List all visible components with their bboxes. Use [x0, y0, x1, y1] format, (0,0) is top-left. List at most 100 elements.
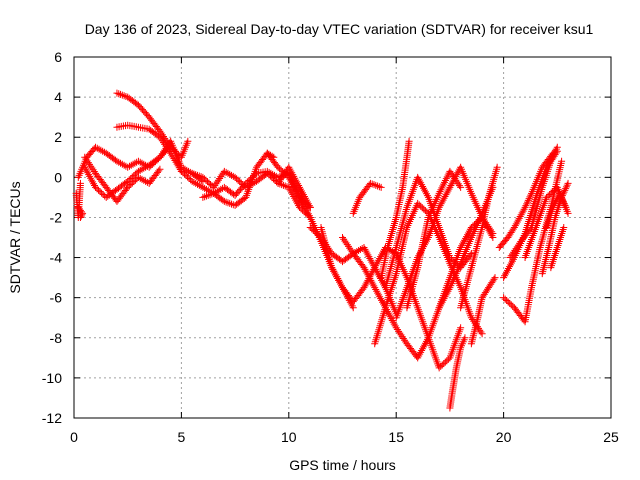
- data-point: [390, 320, 398, 328]
- data-point: [90, 180, 98, 188]
- data-point: [85, 171, 93, 179]
- data-point: [287, 187, 295, 195]
- data-point: [365, 253, 373, 261]
- data-point: [138, 159, 146, 167]
- y-tick-label: 6: [54, 49, 62, 65]
- data-point: [299, 191, 307, 199]
- data-point: [265, 168, 273, 176]
- data-point: [436, 302, 444, 310]
- data-point: [523, 198, 531, 206]
- data-point: [444, 287, 452, 295]
- data-point: [192, 179, 200, 187]
- data-point: [274, 179, 282, 187]
- data-point: [204, 191, 212, 199]
- data-point: [155, 167, 163, 175]
- data-point: [131, 159, 139, 167]
- data-point: [127, 161, 135, 169]
- data-point: [81, 153, 89, 161]
- data-point: [86, 160, 94, 168]
- data-point: [457, 183, 465, 191]
- data-point: [478, 330, 486, 338]
- data-point: [517, 211, 525, 219]
- data-point: [306, 203, 314, 211]
- data-point: [180, 170, 188, 178]
- data-point: [292, 196, 300, 204]
- data-point: [297, 195, 305, 203]
- data-point: [77, 212, 85, 220]
- data-point: [293, 188, 301, 196]
- x-tick-label: 5: [178, 429, 186, 445]
- data-point: [443, 289, 451, 297]
- data-point: [297, 205, 305, 213]
- data-point: [124, 177, 132, 185]
- data-point: [250, 172, 258, 180]
- data-point: [560, 188, 568, 196]
- data-point: [423, 336, 431, 344]
- data-point: [99, 147, 107, 155]
- data-point: [115, 90, 123, 98]
- data-point: [560, 200, 568, 208]
- data-point: [224, 199, 232, 207]
- data-point: [502, 270, 510, 278]
- series-track-p: [403, 167, 465, 312]
- data-point: [515, 214, 523, 222]
- data-point: [91, 183, 99, 191]
- data-point: [293, 198, 301, 206]
- series-track-e: [81, 141, 175, 201]
- data-point: [117, 90, 125, 98]
- data-point: [484, 224, 492, 232]
- data-point: [303, 211, 311, 219]
- data-point: [202, 176, 210, 184]
- data-point: [247, 180, 255, 188]
- data-point: [516, 213, 524, 221]
- data-point: [364, 271, 372, 279]
- data-point: [88, 164, 96, 172]
- data-point: [445, 285, 453, 293]
- data-point: [440, 194, 448, 202]
- data-point: [125, 176, 133, 184]
- data-point: [367, 276, 375, 284]
- data-point: [442, 291, 450, 299]
- data-point: [263, 167, 271, 175]
- x-tick-label: 20: [496, 429, 512, 445]
- data-point: [414, 199, 422, 207]
- data-point: [120, 92, 128, 100]
- data-point: [505, 263, 513, 271]
- data-point: [562, 203, 570, 211]
- data-point: [457, 324, 465, 332]
- data-point: [251, 171, 259, 179]
- data-point: [551, 200, 559, 208]
- data-point: [278, 181, 286, 189]
- data-point: [421, 186, 429, 194]
- data-point: [343, 241, 351, 249]
- data-point: [274, 173, 282, 181]
- data-point: [83, 157, 91, 165]
- data-point: [440, 360, 448, 368]
- data-point: [374, 289, 382, 297]
- data-point: [177, 167, 185, 175]
- data-point: [371, 284, 379, 292]
- data-point: [508, 257, 516, 265]
- data-point: [488, 232, 496, 240]
- data-point: [276, 173, 284, 181]
- data-point: [211, 182, 219, 190]
- data-point: [298, 189, 306, 197]
- data-point: [552, 196, 560, 204]
- series-track-ag: [74, 203, 87, 221]
- plot-frame: [73, 56, 612, 419]
- data-point: [346, 244, 354, 252]
- data-point: [158, 137, 166, 145]
- data-point: [559, 198, 567, 206]
- data-point: [549, 188, 557, 196]
- data-point: [82, 165, 90, 173]
- data-point: [226, 170, 234, 178]
- data-point: [312, 229, 320, 237]
- data-point: [419, 182, 427, 190]
- data-point: [202, 192, 210, 200]
- data-point: [157, 135, 165, 143]
- data-point: [93, 185, 101, 193]
- data-point: [417, 348, 425, 356]
- data-point: [168, 151, 176, 159]
- data-point: [419, 345, 427, 353]
- data-point: [129, 160, 137, 168]
